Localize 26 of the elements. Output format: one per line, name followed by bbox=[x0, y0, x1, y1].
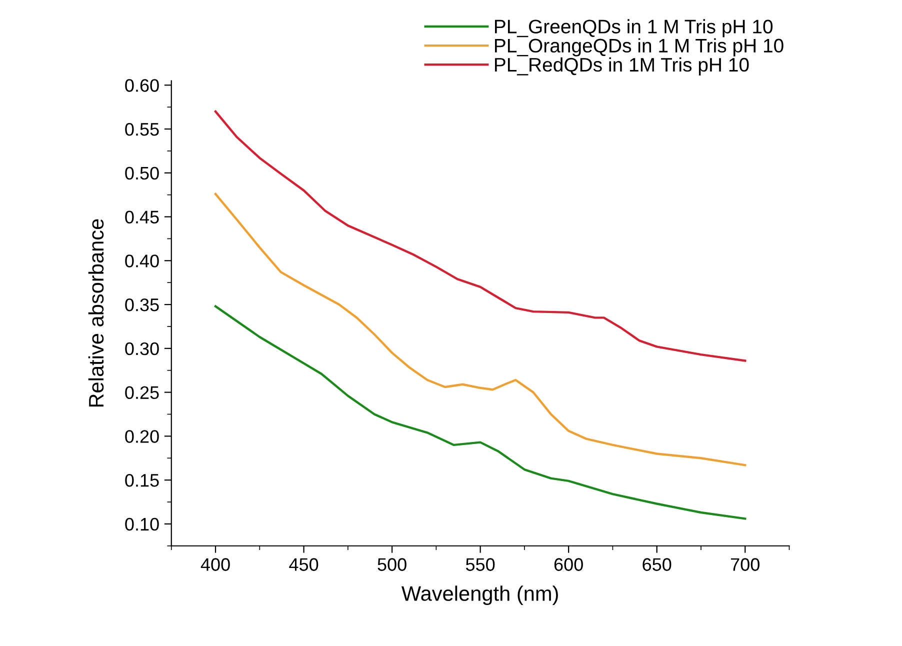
line-series bbox=[214, 110, 746, 362]
y-tick-label: 0.20 bbox=[125, 430, 159, 443]
x-tick-label: 400 bbox=[200, 558, 230, 571]
y-tick-label: 0.55 bbox=[125, 122, 159, 136]
y-tick-label: 0.25 bbox=[125, 386, 159, 400]
y-axis-title: Relative absorbance bbox=[88, 219, 104, 407]
x-tick-label: 650 bbox=[642, 558, 672, 571]
x-tick-label: 600 bbox=[554, 558, 583, 571]
y-tick-label: 0.10 bbox=[125, 518, 159, 531]
y-tick-label: 0.50 bbox=[125, 166, 159, 180]
x-tick-label: 450 bbox=[289, 558, 318, 571]
line-series bbox=[214, 305, 746, 520]
legend-label: PL_OrangeQDs in 1 M Tris pH 10 bbox=[495, 38, 784, 56]
y-tick-label: 0.35 bbox=[125, 298, 159, 312]
x-axis-title: Wavelength (nm) bbox=[401, 586, 558, 606]
x-tick-label: 550 bbox=[466, 558, 495, 571]
x-tick-label: 700 bbox=[730, 558, 760, 571]
y-tick-label: 0.45 bbox=[125, 210, 159, 224]
y-tick-label: 0.15 bbox=[125, 474, 159, 487]
legend-label: PL_GreenQDs in 1 M Tris pH 10 bbox=[495, 19, 773, 38]
line-series bbox=[214, 192, 746, 466]
y-tick-label: 0.30 bbox=[125, 342, 159, 356]
legend-label: PL_RedQDs in 1M Tris pH 10 bbox=[495, 57, 749, 76]
x-tick-label: 500 bbox=[378, 558, 406, 571]
y-tick-label: 0.40 bbox=[125, 254, 159, 268]
y-tick-label: 0.60 bbox=[125, 79, 159, 92]
